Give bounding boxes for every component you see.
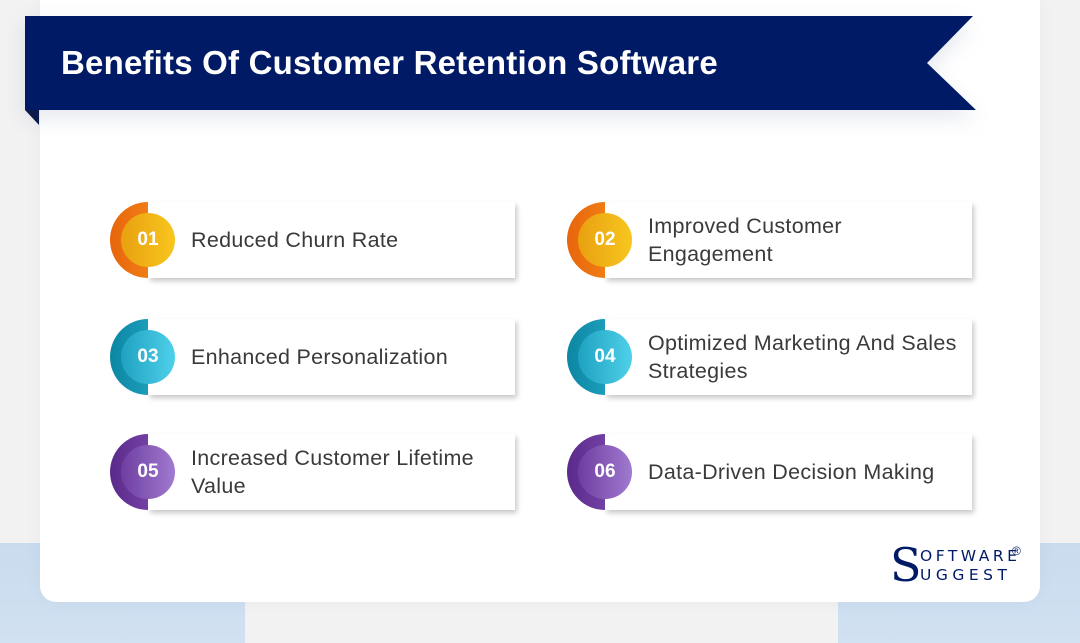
- number-badge: 05: [121, 445, 175, 499]
- number-badge: 01: [121, 213, 175, 267]
- logo-top-word: OFTWARE: [920, 547, 1021, 565]
- title-ribbon: Benefits Of Customer Retention Software: [25, 16, 976, 110]
- benefit-label: Enhanced Personalization: [191, 345, 449, 369]
- benefit-label: Reduced Churn Rate: [191, 228, 399, 252]
- benefit-card: [148, 202, 515, 278]
- benefit-card: [148, 319, 515, 395]
- ribbon-fold: [25, 110, 39, 125]
- benefit-card: [148, 434, 515, 510]
- benefit-item: 03 Enhanced Personalization: [110, 319, 520, 397]
- number-badge: 06: [578, 445, 632, 499]
- registered-mark-icon: ®: [1012, 544, 1021, 558]
- benefit-card: [605, 202, 972, 278]
- number-badge: 03: [121, 330, 175, 384]
- benefit-card: [605, 319, 972, 395]
- benefit-item: 02 Improved Customer Engagement: [567, 202, 977, 280]
- benefit-label: Optimized Marketing And Sales Strategies: [648, 331, 957, 383]
- benefit-label: Increased Customer Lifetime Value: [191, 446, 474, 498]
- benefit-card: [605, 434, 972, 510]
- logo-bottom-word: UGGEST: [920, 566, 1012, 584]
- benefit-item: 04 Optimized Marketing And Sales Strateg…: [567, 319, 977, 397]
- number-badge: 04: [578, 330, 632, 384]
- softwaresuggest-logo: S OFTWARE UGGEST ®: [890, 540, 1030, 590]
- page-title: Benefits Of Customer Retention Software: [61, 44, 718, 81]
- benefit-item: 06 Data-Driven Decision Making: [567, 434, 977, 512]
- benefit-label: Improved Customer Engagement: [648, 214, 842, 266]
- logo-initial: S: [890, 538, 922, 592]
- benefit-item: 05 Increased Customer Lifetime Value: [110, 434, 520, 512]
- ribbon-body: [25, 16, 976, 110]
- number-badge: 02: [578, 213, 632, 267]
- benefit-label: Data-Driven Decision Making: [648, 460, 935, 484]
- benefit-item: 01 Reduced Churn Rate: [110, 202, 520, 280]
